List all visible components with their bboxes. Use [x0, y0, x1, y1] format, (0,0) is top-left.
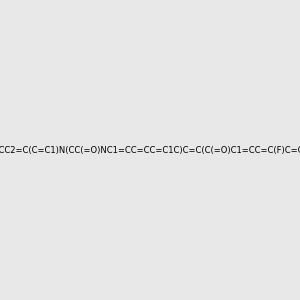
- Text: CCOC1=CC2=C(C=C1)N(CC(=O)NC1=CC=CC=C1C)C=C(C(=O)C1=CC=C(F)C=C1)C2=O: CCOC1=CC2=C(C=C1)N(CC(=O)NC1=CC=CC=C1C)C…: [0, 146, 300, 154]
